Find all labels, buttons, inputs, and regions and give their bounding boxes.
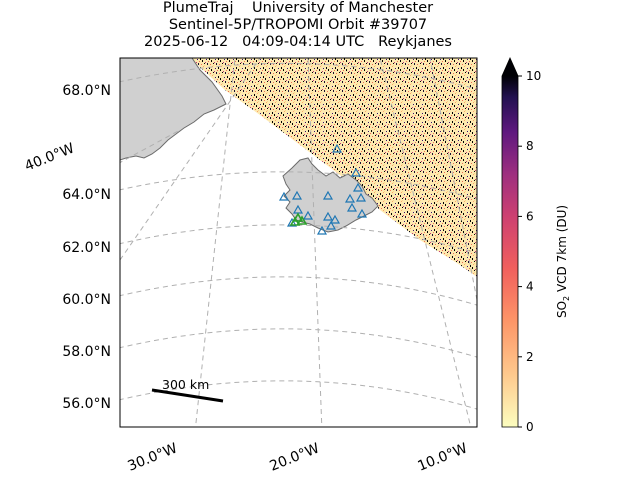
lat-label-60: 60.0°N	[62, 292, 111, 308]
longitude-gridlines	[120, 58, 477, 427]
colorbar-extend-arrow	[502, 58, 518, 76]
scale-bar	[151, 388, 224, 403]
colorbar-label: SO2 VCD 7km (DU)	[555, 205, 571, 318]
title-line-1: PlumeTraj University of Manchester	[162, 0, 434, 16]
lat-label-64: 64.0°N	[62, 187, 111, 203]
title-line-2: Sentinel-5P/TROPOMI Orbit #39707	[168, 17, 428, 33]
lon-label-10: 10.0°W	[416, 440, 470, 474]
lon-label-20: 20.0°W	[268, 440, 322, 474]
colorbar-tick-label: 8	[526, 139, 534, 153]
lon-label-40: 40.0°W	[23, 140, 77, 174]
map-area: 300 km	[120, 58, 477, 427]
colorbar-ticks: 0 2 4 6 8 10	[518, 69, 541, 434]
colorbar-gradient	[502, 76, 518, 427]
colorbar-tick-label: 10	[526, 69, 541, 83]
colorbar-tick-label: 6	[526, 209, 534, 223]
colorbar-tick-label: 2	[526, 350, 534, 364]
lat-label-58: 58.0°N	[62, 344, 111, 360]
lat-label-62: 62.0°N	[62, 240, 111, 256]
greenland-land	[120, 58, 227, 161]
map-frame	[119, 57, 478, 428]
lat-label-56: 56.0°N	[62, 396, 111, 412]
latitude-labels: 68.0°N 64.0°N 62.0°N 60.0°N 58.0°N 56.0°…	[62, 83, 111, 412]
colorbar: 0 2 4 6 8 10 SO2 VCD 7km (DU)	[501, 57, 571, 434]
lon-label-30: 30.0°W	[126, 440, 180, 474]
lat-label-68: 68.0°N	[62, 83, 111, 99]
scale-bar-label: 300 km	[162, 377, 209, 392]
satellite-swath	[190, 58, 477, 277]
active-volcano-markers	[289, 212, 308, 226]
figure-title: PlumeTraj University of Manchester Senti…	[0, 0, 596, 51]
colorbar-tick-label: 0	[526, 420, 534, 434]
volcano-markers	[278, 143, 368, 235]
colorbar-tick-label: 4	[526, 280, 534, 294]
title-line-3: 2025-06-12 04:09-04:14 UTC Reykjanes	[144, 34, 452, 50]
